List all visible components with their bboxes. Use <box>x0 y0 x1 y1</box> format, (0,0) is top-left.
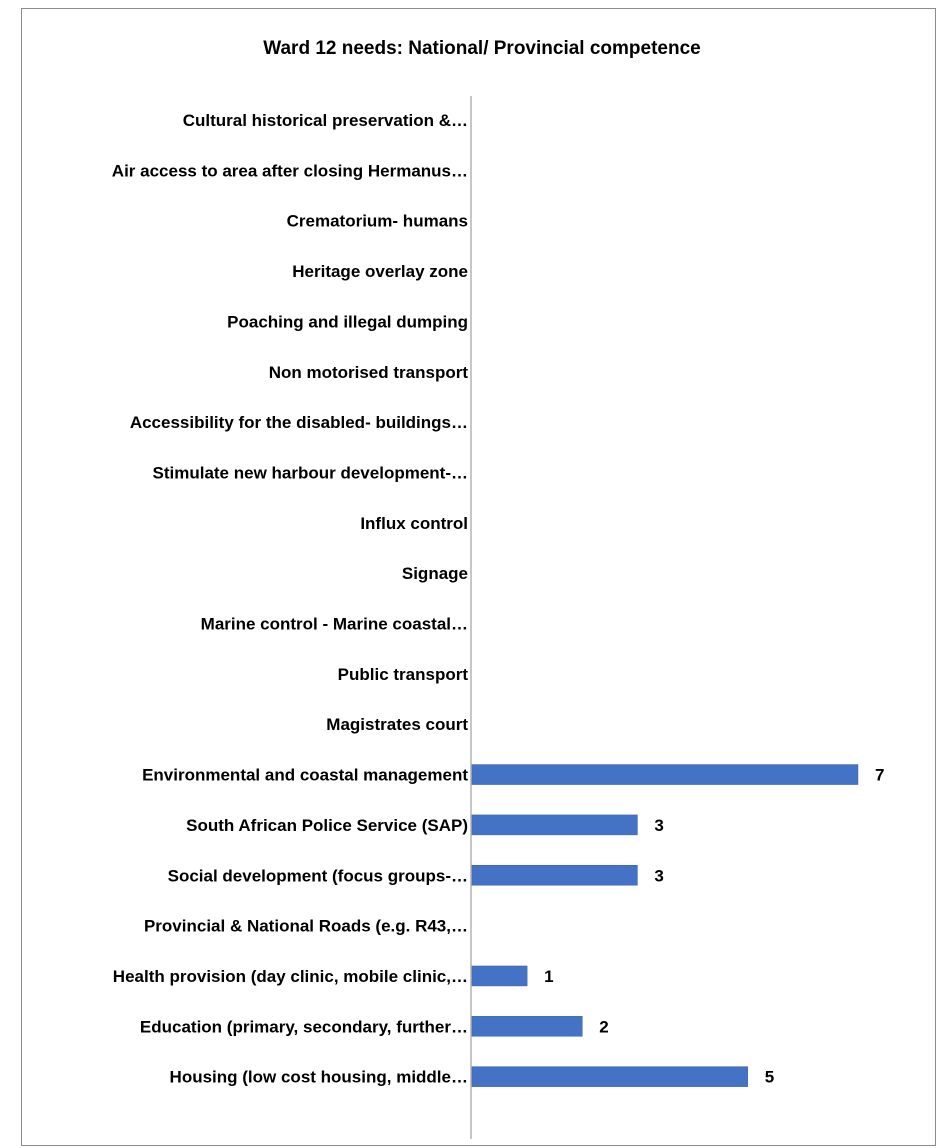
data-label: 3 <box>654 816 663 835</box>
category-label: Marine control - Marine coastal… <box>201 615 468 634</box>
bar <box>471 764 859 785</box>
category-label: Health provision (day clinic, mobile cli… <box>113 967 468 986</box>
category-label: Environmental and coastal management <box>142 766 468 785</box>
category-label: Influx control <box>360 514 468 533</box>
category-label: Accessibility for the disabled- building… <box>130 413 468 432</box>
category-label: Air access to area after closing Hermanu… <box>112 161 468 180</box>
bar <box>471 965 528 987</box>
bar <box>471 1066 748 1087</box>
category-label: Non motorised transport <box>269 363 469 382</box>
category-label: Social development (focus groups-… <box>168 866 468 885</box>
category-labels: Cultural historical preservation &… Air a… <box>112 111 469 1087</box>
data-label: 5 <box>765 1068 774 1087</box>
data-label: 3 <box>654 866 663 885</box>
data-label: 7 <box>875 766 884 785</box>
category-label: Stimulate new harbour development-… <box>153 463 469 482</box>
bars <box>471 764 859 1087</box>
category-label: Crematorium- humans <box>287 212 468 231</box>
data-label: 2 <box>599 1017 608 1036</box>
category-label: Public transport <box>338 665 469 684</box>
bar <box>471 1016 583 1037</box>
bar <box>471 814 638 836</box>
category-label: Cultural historical preservation &… <box>183 111 468 130</box>
bar <box>471 865 638 886</box>
category-label: Poaching and illegal dumping <box>227 312 468 331</box>
category-label: Housing (low cost housing, middle… <box>170 1068 468 1087</box>
category-label: Signage <box>402 564 468 583</box>
category-label: Education (primary, secondary, further… <box>140 1017 468 1036</box>
category-label: Heritage overlay zone <box>292 262 468 281</box>
data-label: 1 <box>544 967 553 986</box>
chart-area: Ward 12 needs: National/ Provincial comp… <box>21 8 936 1146</box>
chart-title: Ward 12 needs: National/ Provincial comp… <box>263 38 700 59</box>
bar-chart: Ward 12 needs: National/ Provincial comp… <box>112 38 884 1139</box>
data-labels: 7 3 3 1 2 5 <box>544 766 884 1087</box>
category-label: South African Police Service (SAP) <box>186 816 468 835</box>
category-label: Provincial & National Roads (e.g. R43,… <box>144 917 468 936</box>
category-label: Magistrates court <box>326 715 468 734</box>
